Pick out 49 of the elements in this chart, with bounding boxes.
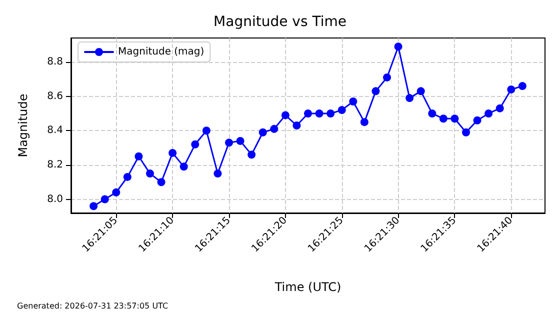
point <box>496 104 504 112</box>
point <box>428 109 436 118</box>
point <box>450 114 459 123</box>
point <box>338 106 346 114</box>
point <box>416 87 425 96</box>
point <box>248 150 256 159</box>
point <box>123 172 132 181</box>
point <box>394 42 402 51</box>
point <box>214 170 222 178</box>
y-tick-label: 8.0 <box>47 194 63 205</box>
point <box>484 109 493 118</box>
y-tick-label: 8.6 <box>47 90 63 102</box>
point <box>236 136 244 145</box>
point <box>157 178 166 186</box>
point <box>191 140 200 148</box>
point <box>406 94 414 102</box>
point <box>100 195 109 204</box>
point <box>315 109 324 118</box>
point <box>372 87 380 96</box>
point <box>202 126 210 135</box>
point <box>270 124 278 133</box>
point <box>439 114 448 123</box>
point <box>473 116 482 124</box>
text: Generated: 2026-07-31 23:57:05 UTC <box>17 302 168 310</box>
point <box>281 111 290 120</box>
legend-label: Magnitude (mag) <box>118 46 204 58</box>
point <box>292 122 301 130</box>
point <box>225 138 233 147</box>
point <box>90 202 98 210</box>
chart-title: Magnitude vs Time <box>214 14 346 30</box>
y-tick-label: 8.2 <box>47 159 63 170</box>
point <box>507 85 516 94</box>
point <box>383 73 391 82</box>
y-tick-label: 8.4 <box>47 125 63 136</box>
point <box>462 128 470 136</box>
y-tick-label: 8.8 <box>47 56 63 68</box>
point <box>326 109 335 118</box>
point <box>258 128 267 136</box>
x-axis-title: Time (UTC) <box>274 280 342 294</box>
point <box>168 148 177 157</box>
point <box>112 188 120 196</box>
point <box>360 118 368 126</box>
point <box>349 97 358 106</box>
point <box>134 152 143 160</box>
point <box>180 162 188 171</box>
point <box>304 109 312 118</box>
point <box>146 170 154 178</box>
y-axis-title: Magnitude <box>16 94 30 158</box>
point <box>518 82 526 90</box>
